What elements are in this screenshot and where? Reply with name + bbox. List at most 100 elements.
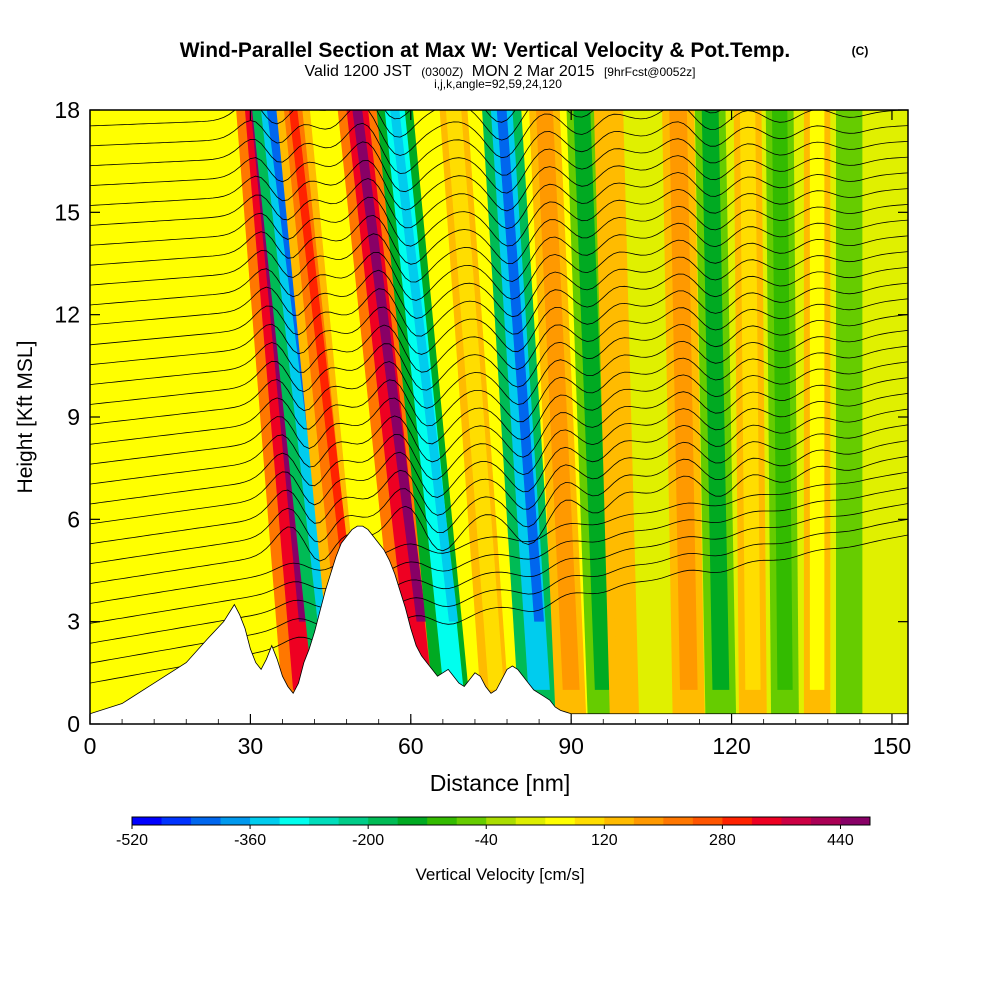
velocity-band-peak xyxy=(352,110,427,622)
isentrope-line xyxy=(90,314,908,405)
colorbar-segment xyxy=(220,817,251,825)
y-tick-label: 15 xyxy=(54,199,80,225)
x-tick-label: 30 xyxy=(238,733,264,759)
isentrope-line xyxy=(90,110,908,159)
isentrope-line xyxy=(90,487,908,624)
isentrope-line xyxy=(90,188,908,247)
x-axis-label: Distance [nm] xyxy=(430,770,571,796)
isentrope-line xyxy=(90,282,908,366)
colorbar-segment xyxy=(633,817,664,825)
isentrope-line xyxy=(90,172,908,230)
colorbar-segment xyxy=(663,817,694,825)
colorbar-segment xyxy=(781,817,812,825)
velocity-band-core xyxy=(841,110,857,690)
colorbar-tick-label: -200 xyxy=(352,832,384,849)
subtitle-ijk: i,j,k,angle=92,59,24,120 xyxy=(434,77,562,91)
colorbar-segment xyxy=(545,817,576,825)
isentrope-line xyxy=(90,392,908,505)
velocity-band-core xyxy=(669,110,698,690)
velocity-band-core xyxy=(701,110,730,690)
colorbar-tick-label: -40 xyxy=(475,832,498,849)
colorbar-label: Vertical Velocity [cm/s] xyxy=(415,865,584,884)
colorbar-tick-label: 440 xyxy=(827,832,854,849)
y-tick-label: 0 xyxy=(67,711,80,737)
chart-title-mark: (C) xyxy=(852,44,869,58)
colorbar-tick-label: -520 xyxy=(116,832,148,849)
x-tick-label: 150 xyxy=(873,733,911,759)
isentrope-line xyxy=(90,329,908,425)
x-tick-label: 60 xyxy=(398,733,424,759)
isentrope-line xyxy=(384,110,516,123)
isentrope-line xyxy=(90,235,908,306)
colorbar-segment xyxy=(456,817,487,825)
colorbar-segment xyxy=(751,817,782,825)
y-tick-label: 3 xyxy=(67,609,80,635)
colorbar-segment xyxy=(692,817,723,825)
velocity-band-core xyxy=(445,110,504,690)
colorbar-tick-label: -360 xyxy=(234,832,266,849)
terrain xyxy=(90,525,908,724)
subtitle-utc: (0300Z) xyxy=(421,65,463,79)
colorbar-segment xyxy=(515,817,546,825)
subtitle-date: MON 2 Mar 2015 xyxy=(472,63,595,80)
velocity-band-peak xyxy=(288,110,357,622)
isentrope-line xyxy=(90,267,908,346)
colorbar: -520 -360 -200 -40 120 280 440 xyxy=(116,816,871,849)
isentrope-line xyxy=(90,251,908,326)
colorbar-segment xyxy=(309,817,340,825)
colorbar-segment xyxy=(368,817,399,825)
isentrope-line xyxy=(90,298,908,385)
isentrope-line xyxy=(90,455,908,584)
subtitle-valid: Valid 1200 JST xyxy=(305,63,413,80)
colorbar-segment xyxy=(338,817,369,825)
y-tick-label: 18 xyxy=(54,97,80,123)
y-tick-label: 12 xyxy=(54,302,80,328)
isentrope-line xyxy=(90,361,908,465)
velocity-band-peak xyxy=(390,110,459,622)
y-tick-label: 6 xyxy=(67,506,80,532)
subtitle-fcst: [9hrFcst@0052z] xyxy=(604,65,696,79)
isentrope-line xyxy=(90,121,908,176)
colorbar-tick-label: 280 xyxy=(709,832,736,849)
velocity-band-core xyxy=(600,110,633,690)
isentrope-line xyxy=(90,155,908,212)
colorbar-segment xyxy=(279,817,310,825)
isentrope-line xyxy=(90,110,722,141)
colorbar-frame xyxy=(131,816,871,826)
y-axis-label: Height [Kft MSL] xyxy=(14,341,37,494)
colorbar-segment xyxy=(250,817,281,825)
colorbar-segment xyxy=(486,817,517,825)
velocity-band-core xyxy=(536,110,580,690)
isentrope-line xyxy=(90,377,908,485)
colorbar-segment xyxy=(810,817,841,825)
chart-title: Wind-Parallel Section at Max W: Vertical… xyxy=(180,39,791,62)
subtitle-line: Valid 1200 JST (0300Z) MON 2 Mar 2015 [9… xyxy=(305,63,696,80)
isentrope-line xyxy=(90,138,908,194)
colorbar-tick-label: 120 xyxy=(591,832,618,849)
colorbar-segment xyxy=(427,817,458,825)
colorbar-segment xyxy=(722,817,753,825)
colorbar-segment xyxy=(132,817,163,825)
x-tick-label: 0 xyxy=(84,733,97,759)
velocity-band-core xyxy=(809,110,825,690)
colorbar-segment xyxy=(161,817,192,825)
velocity-band-peak xyxy=(496,110,544,622)
colorbar-segment xyxy=(840,817,871,825)
y-tick-label: 9 xyxy=(67,404,80,430)
isentrope-line xyxy=(90,471,908,604)
plot-area: 0 30 60 90 120 150 0 3 6 9 12 15 18 xyxy=(54,97,911,759)
colorbar-segment xyxy=(604,817,635,825)
x-tick-label: 120 xyxy=(712,733,750,759)
velocity-band-core xyxy=(772,110,793,690)
colorbar-segment xyxy=(574,817,605,825)
colorbar-segment xyxy=(191,817,222,825)
isentrope-line xyxy=(90,345,908,445)
isentrope-line xyxy=(90,440,908,565)
isentrope-line xyxy=(90,424,908,545)
colorbar-segment xyxy=(397,817,428,825)
isentrope-line xyxy=(90,408,908,525)
isentrope-line xyxy=(90,204,908,266)
isentrope-line xyxy=(90,219,908,286)
x-tick-label: 90 xyxy=(558,733,584,759)
